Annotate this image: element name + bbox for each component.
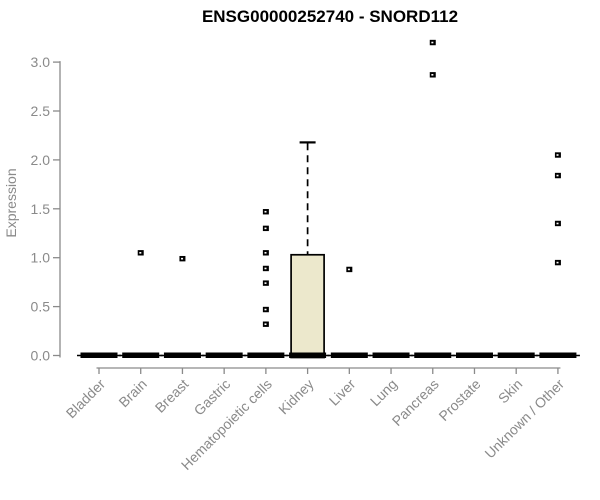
outlier-point <box>262 306 269 313</box>
y-tick-label: 0.5 <box>31 299 51 315</box>
outlier-point <box>137 250 144 256</box>
outlier-square-dot <box>556 154 559 156</box>
box <box>290 253 325 359</box>
outlier-point <box>179 255 186 262</box>
x-axis-label: Breast <box>152 376 192 416</box>
outlier-point <box>262 265 269 272</box>
outlier-square-dot <box>556 174 559 177</box>
outlier-square-dot <box>264 323 267 326</box>
y-tick-label: 3.0 <box>31 54 51 70</box>
outlier-square-dot <box>556 261 559 264</box>
outlier-point <box>429 72 436 78</box>
y-tick-label: 1.0 <box>31 250 51 266</box>
x-axis-label: Brain <box>115 376 149 410</box>
y-tick-label: 0.0 <box>31 348 51 364</box>
median-bar <box>163 352 201 358</box>
y-tick-label: 2.5 <box>31 103 51 119</box>
median-bar <box>122 352 160 358</box>
whisker-cap-high <box>299 141 316 144</box>
median-bar <box>330 352 368 358</box>
outlier-point <box>554 259 561 266</box>
median-bar <box>247 352 285 358</box>
median-bar <box>289 352 327 358</box>
outlier-square-dot <box>139 252 142 254</box>
outlier-point <box>262 225 269 232</box>
median-bar <box>205 352 243 358</box>
outlier-point <box>554 152 561 158</box>
outlier-square-dot <box>264 210 267 213</box>
outlier-point <box>346 266 353 273</box>
outlier-point <box>262 280 269 286</box>
x-axis-label: Kidney <box>275 376 317 418</box>
outlier-point <box>262 250 269 256</box>
outlier-point <box>262 321 269 327</box>
outlier-square-dot <box>181 257 184 260</box>
outlier-square-dot <box>431 41 434 44</box>
outlier-square-dot <box>347 268 350 271</box>
outlier-square-dot <box>264 308 267 311</box>
y-axis-title: Expression <box>3 168 19 237</box>
outlier-point <box>554 172 561 179</box>
outlier-square-dot <box>556 222 559 225</box>
outlier-square-dot <box>264 282 267 284</box>
x-axis-label: Bladder <box>63 376 109 422</box>
outlier-point <box>554 220 561 227</box>
outlier-point <box>429 39 436 46</box>
median-bar <box>372 352 410 358</box>
y-tick-label: 1.5 <box>31 201 51 217</box>
outlier-square-dot <box>264 267 267 270</box>
median-bar <box>414 352 452 358</box>
outlier-square-dot <box>264 252 267 254</box>
chart-title: ENSG00000252740 - SNORD112 <box>202 7 458 26</box>
x-axis-label: Prostate <box>435 376 483 424</box>
median-bar <box>80 352 118 358</box>
median-bar <box>539 352 577 358</box>
x-axis-label: Skin <box>495 376 526 407</box>
outlier-square-dot <box>264 227 267 230</box>
x-axis-label: Lung <box>367 376 400 409</box>
y-tick-label: 2.0 <box>31 152 51 168</box>
x-axis-label: Unknown / Other <box>481 376 567 462</box>
outlier-square-dot <box>431 74 434 76</box>
x-axis-label: Liver <box>326 376 359 409</box>
outlier-point <box>262 209 269 215</box>
median-bar <box>455 352 493 358</box>
median-bar <box>497 352 535 358</box>
